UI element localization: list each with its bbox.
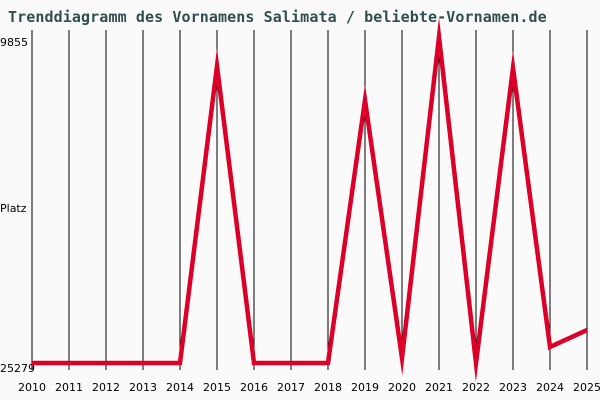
x-tick-label-2016: 2016 — [240, 381, 268, 394]
x-tick-label-2019: 2019 — [351, 381, 379, 394]
x-tick-label-2025: 2025 — [573, 381, 600, 394]
x-tick-label-2021: 2021 — [425, 381, 453, 394]
series-line-salimata — [32, 17, 588, 382]
chart-title: Trenddiagramm des Vornamens Salimata / b… — [8, 8, 547, 26]
x-tick-label-2017: 2017 — [277, 381, 305, 394]
x-tick-label-2024: 2024 — [536, 381, 564, 394]
x-tick-label-2015: 2015 — [203, 381, 231, 394]
x-tick-label-2020: 2020 — [388, 381, 416, 394]
x-tick-label-2018: 2018 — [314, 381, 342, 394]
y-axis-label: Platz — [0, 202, 27, 215]
x-tick-label-2014: 2014 — [166, 381, 194, 394]
x-tick-label-2023: 2023 — [499, 381, 527, 394]
y-tick-label-top: 9855 — [0, 36, 28, 49]
x-tick-label-2011: 2011 — [55, 381, 83, 394]
x-tick-label-2022: 2022 — [462, 381, 490, 394]
y-tick-label-bottom: 25279 — [0, 362, 35, 375]
x-tick-label-2013: 2013 — [129, 381, 157, 394]
x-tick-label-2010: 2010 — [18, 381, 46, 394]
x-tick-label-2012: 2012 — [92, 381, 120, 394]
